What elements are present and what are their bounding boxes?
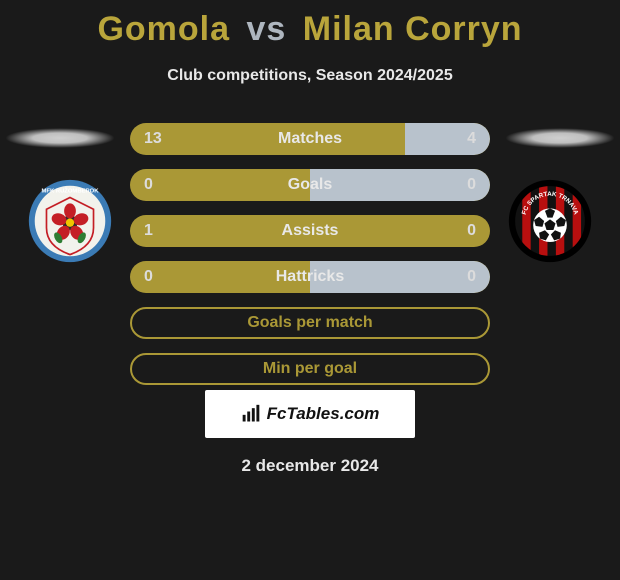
stat-row: Min per goal	[130, 353, 490, 385]
stat-row: 10Assists	[130, 215, 490, 247]
vs-text: vs	[246, 10, 286, 48]
club-badge-right: FC SPARTAK TRNAVA	[508, 179, 592, 263]
ruzomberok-crest-icon: MFK RUŽOMBEROK	[28, 179, 112, 263]
stat-label: Hattricks	[130, 261, 490, 293]
stat-row: 134Matches	[130, 123, 490, 155]
club-badge-left: MFK RUŽOMBEROK	[28, 179, 112, 263]
svg-text:MFK RUŽOMBEROK: MFK RUŽOMBEROK	[42, 186, 100, 194]
stat-label: Min per goal	[132, 355, 488, 383]
player2-name: Milan Corryn	[303, 10, 523, 48]
stat-label: Matches	[130, 123, 490, 155]
stat-label: Goals	[130, 169, 490, 201]
shadow-left	[5, 128, 115, 148]
comparison-title: Gomola vs Milan Corryn	[0, 0, 620, 49]
stat-row: Goals per match	[130, 307, 490, 339]
brand-footer: FcTables.com	[205, 390, 415, 438]
player1-name: Gomola	[97, 10, 230, 48]
stat-row: 00Goals	[130, 169, 490, 201]
subtitle: Club competitions, Season 2024/2025	[0, 67, 620, 85]
snapshot-date: 2 december 2024	[0, 456, 620, 476]
spartak-trnava-crest-icon: FC SPARTAK TRNAVA	[508, 179, 592, 263]
stat-label: Goals per match	[132, 309, 488, 337]
brand-text: FcTables.com	[267, 404, 380, 424]
stat-label: Assists	[130, 215, 490, 247]
chart-icon	[241, 404, 261, 424]
stat-row: 00Hattricks	[130, 261, 490, 293]
stat-bars: 134Matches 00Goals 10Assists 00Hattricks Goa…	[130, 123, 490, 399]
shadow-right	[505, 128, 615, 148]
